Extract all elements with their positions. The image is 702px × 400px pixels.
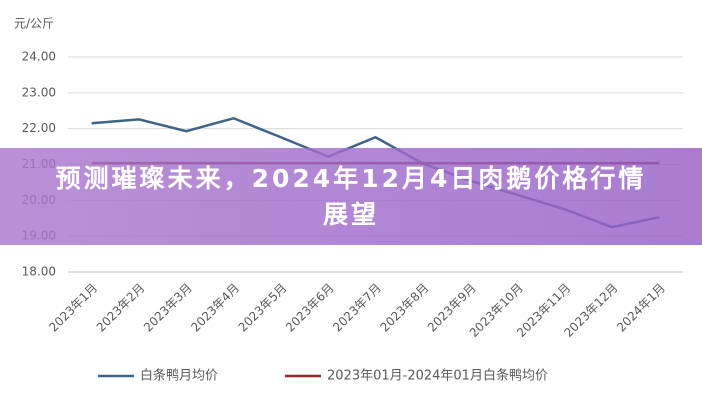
x-tick-label: 2023年3月 xyxy=(141,281,195,335)
y-tick-label: 24.00 xyxy=(22,50,56,64)
x-tick-label: 2024年1月 xyxy=(614,281,668,335)
banner: 预测璀璨未来，2024年12月4日肉鹅价格行情展望 xyxy=(0,148,702,245)
x-tick-label: 2023年5月 xyxy=(236,281,290,335)
x-tick-label: 2023年8月 xyxy=(378,281,432,335)
y-tick-label: 22.00 xyxy=(22,121,56,135)
x-tick-label: 2023年4月 xyxy=(188,281,242,335)
legend-label: 2023年01月-2024年01月白条鸭均价 xyxy=(327,368,548,384)
legend-label: 白条鸭月均价 xyxy=(140,368,218,384)
x-tick-label: 2023年7月 xyxy=(330,281,384,335)
x-tick-label: 2023年1月 xyxy=(46,281,100,335)
y-tick-label: 23.00 xyxy=(22,85,56,99)
x-tick-label: 2023年2月 xyxy=(94,281,148,335)
y-axis-label: 元/公斤 xyxy=(14,17,54,31)
banner-title: 预测璀璨未来，2024年12月4日肉鹅价格行情展望 xyxy=(55,163,647,229)
x-tick-label: 2023年6月 xyxy=(283,281,337,335)
y-tick-label: 18.00 xyxy=(22,265,56,279)
